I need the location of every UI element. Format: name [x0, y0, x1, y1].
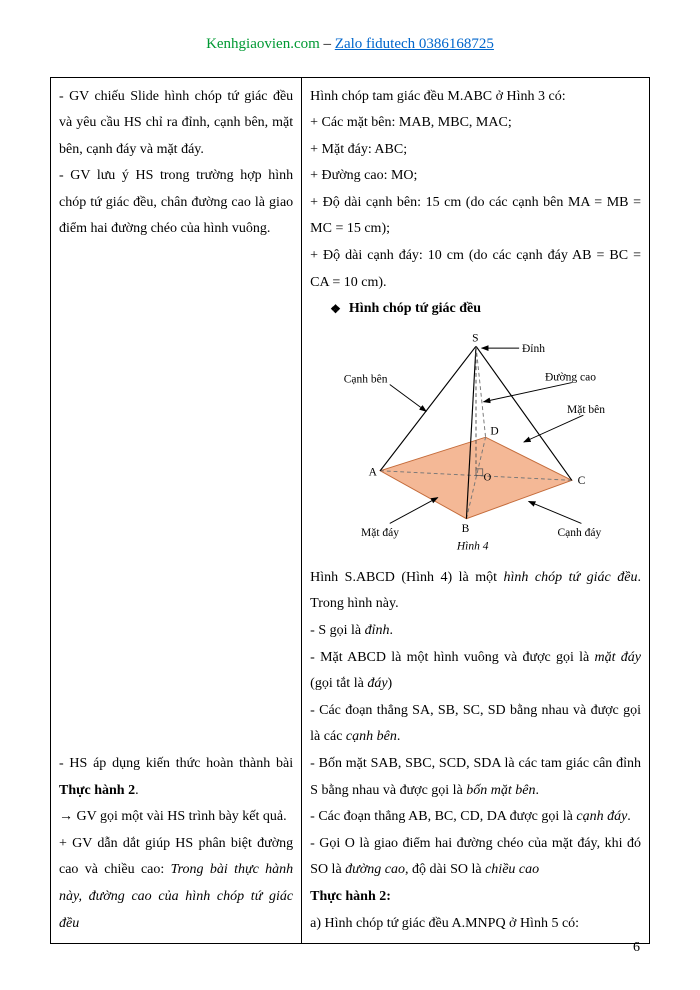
r13c: , độ dài SO là — [405, 862, 485, 877]
label-canhben: Cạnh bên — [343, 373, 387, 385]
left-p1: - GV chiếu Slide hình chóp tứ giác đều v… — [59, 84, 293, 164]
left-p3b: Thực hành 2 — [59, 783, 135, 798]
right-p11: - Bốn mặt SAB, SBC, SCD, SDA là các tam … — [310, 751, 641, 804]
label-canhday: Cạnh đáy — [557, 527, 601, 539]
header-contact-link[interactable]: Zalo fidutech 0386168725 — [335, 36, 494, 52]
label-D: D — [490, 425, 498, 437]
r11b: bốn mặt bên — [466, 783, 535, 798]
r9e: ) — [388, 676, 393, 691]
right-p10: - Các đoạn thẳng SA, SB, SC, SD bằng nha… — [310, 698, 641, 751]
label-duongcao: Đường cao — [545, 372, 596, 384]
label-C: C — [577, 475, 585, 487]
right-p13: - Gọi O là giao điểm hai đường chéo của … — [310, 831, 641, 884]
left-p3c: . — [135, 783, 139, 798]
r8a: - S gọi là — [310, 623, 364, 638]
r11c: . — [536, 783, 540, 798]
r7a: Hình S.ABCD (Hình 4) là một — [310, 570, 503, 585]
r8b: đỉnh — [365, 623, 390, 638]
right-p2: + Các mặt bên: MAB, MBC, MAC; — [310, 110, 641, 137]
right-p14: a) Hình chóp tứ giác đều A.MNPQ ở Hình 5… — [310, 911, 641, 938]
sub-heading-text: Hình chóp tứ giác đều — [349, 296, 481, 323]
right-p12: - Các đoạn thẳng AB, BC, CD, DA được gọi… — [310, 804, 641, 831]
label-S: S — [472, 332, 478, 344]
left-column: - GV chiếu Slide hình chóp tứ giác đều v… — [51, 78, 302, 944]
r9d: đáy — [367, 676, 387, 691]
pyramid-figure-svg: S A B C D O Đỉnh Cạnh bên Đường cao Mặt … — [331, 327, 621, 557]
figure-4: S A B C D O Đỉnh Cạnh bên Đường cao Mặt … — [310, 327, 641, 557]
r8c: . — [390, 623, 394, 638]
content-table: - GV chiếu Slide hình chóp tứ giác đều v… — [50, 77, 650, 945]
sub-heading: ❖ Hình chóp tứ giác đều — [330, 296, 641, 323]
r12a: - Các đoạn thẳng AB, BC, CD, DA được gọi… — [310, 809, 576, 824]
label-dinh: Đỉnh — [522, 343, 545, 355]
r13b: đường cao — [345, 862, 405, 877]
r12c: . — [627, 809, 631, 824]
r13d: chiều cao — [485, 862, 539, 877]
right-p6: + Độ dài cạnh đáy: 10 cm (do các cạnh đá… — [310, 243, 641, 296]
label-B: B — [461, 523, 469, 535]
left-p2: - GV lưu ý HS trong trường hợp hình chóp… — [59, 163, 293, 243]
r9c: (gọi tắt là — [310, 676, 367, 691]
right-p4: + Đường cao: MO; — [310, 163, 641, 190]
right-p5: + Độ dài cạnh bên: 15 cm (do các cạnh bê… — [310, 190, 641, 243]
left-p5: + GV dẫn dắt giúp HS phân biệt đường cao… — [59, 831, 293, 937]
right-th2: Thực hành 2: — [310, 884, 641, 911]
label-A: A — [368, 466, 377, 478]
r10c: . — [397, 729, 401, 744]
label-matday: Mặt đáy — [361, 527, 399, 539]
right-column: Hình chóp tam giác đều M.ABC ở Hình 3 có… — [302, 78, 649, 944]
r9b: mặt đáy — [595, 650, 641, 665]
left-p3a: - HS áp dụng kiến thức hoàn thành bài — [59, 756, 293, 771]
header-site: Kenhgiaovien.com — [206, 36, 320, 52]
right-p7: Hình S.ABCD (Hình 4) là một hình chóp tứ… — [310, 565, 641, 618]
right-p3: + Mặt đáy: ABC; — [310, 137, 641, 164]
right-p8: - S gọi là đỉnh. — [310, 618, 641, 645]
r9a: - Mặt ABCD là một hình vuông và được gọi… — [310, 650, 594, 665]
left-top-block: - GV chiếu Slide hình chóp tứ giác đều v… — [59, 84, 293, 244]
page-header: Kenhgiaovien.com – Zalo fidutech 0386168… — [50, 30, 650, 59]
r10b: cạnh bên — [346, 729, 397, 744]
figure-caption: Hình 4 — [455, 540, 488, 552]
right-p1: Hình chóp tam giác đều M.ABC ở Hình 3 có… — [310, 84, 641, 111]
left-p4: → GV gọi một vài HS trình bày kết quả. — [59, 804, 293, 831]
right-p9: - Mặt ABCD là một hình vuông và được gọi… — [310, 645, 641, 698]
label-O: O — [483, 472, 491, 483]
r12b: cạnh đáy — [576, 809, 627, 824]
left-p3: - HS áp dụng kiến thức hoàn thành bài Th… — [59, 751, 293, 804]
diamond-icon: ❖ — [330, 298, 341, 321]
label-matben: Mặt bên — [567, 404, 605, 416]
header-dash: – — [320, 36, 335, 52]
left-bottom-block: - HS áp dụng kiến thức hoàn thành bài Th… — [59, 751, 293, 937]
r7b: hình chóp tứ giác đều — [504, 570, 638, 585]
page-number: 6 — [633, 935, 640, 962]
